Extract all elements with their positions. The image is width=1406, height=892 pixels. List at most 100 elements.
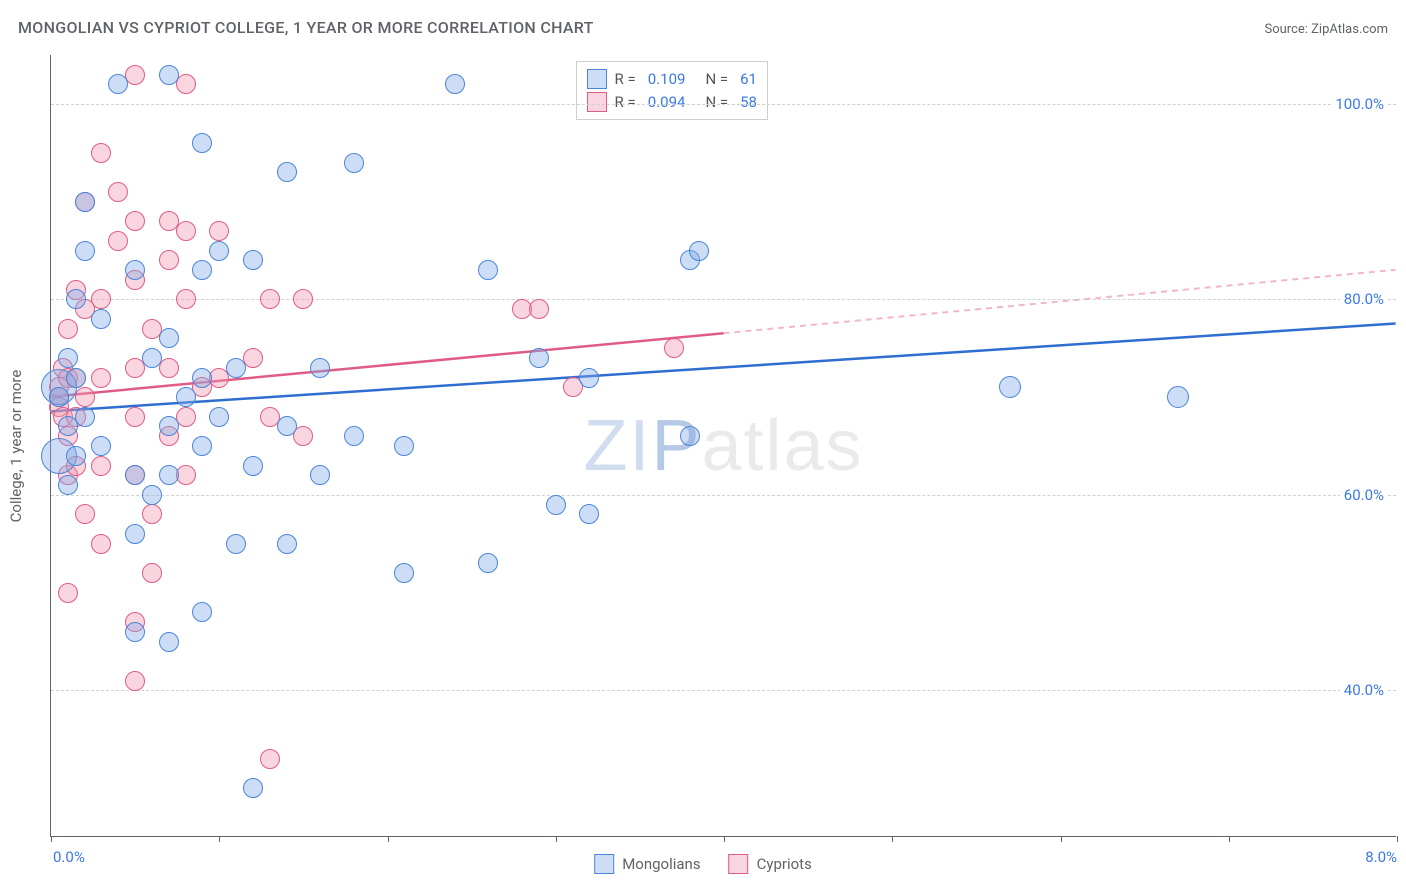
scatter-point [58, 319, 78, 339]
scatter-point [142, 504, 162, 524]
gridline [51, 690, 1396, 691]
scatter-point [226, 534, 246, 554]
y-tick-label: 80.0% [1340, 290, 1388, 308]
scatter-point [260, 749, 280, 769]
scatter-point [66, 368, 86, 388]
scatter-point [192, 436, 212, 456]
x-tick [388, 836, 389, 842]
legend-label: Mongolians [622, 855, 700, 873]
scatter-point [176, 289, 196, 309]
legend-label: Cypriots [757, 855, 812, 873]
scatter-point [310, 358, 330, 378]
scatter-point [142, 485, 162, 505]
scatter-point [125, 465, 145, 485]
scatter-point [243, 778, 263, 798]
scatter-point [394, 563, 414, 583]
scatter-point [1167, 386, 1189, 408]
scatter-point [58, 475, 78, 495]
scatter-point [478, 260, 498, 280]
stat-r-value: 0.094 [648, 91, 686, 114]
scatter-point [546, 495, 566, 515]
scatter-point [445, 74, 465, 94]
x-tick [556, 836, 557, 842]
scatter-point [260, 289, 280, 309]
scatter-point [91, 289, 111, 309]
scatter-point [293, 289, 313, 309]
stat-legend: R =0.109N =61R =0.094N =58 [576, 61, 768, 120]
scatter-point [66, 446, 86, 466]
scatter-point [277, 162, 297, 182]
scatter-point [999, 376, 1021, 398]
scatter-point [176, 387, 196, 407]
scatter-point [91, 456, 111, 476]
scatter-point [142, 563, 162, 583]
stat-legend-row: R = 0.094 N = 58 [587, 91, 757, 114]
scatter-point [75, 387, 95, 407]
legend-item: Mongolians [594, 854, 700, 874]
stat-n-label: N = [705, 68, 728, 91]
scatter-point [108, 231, 128, 251]
x-tick [892, 836, 893, 842]
x-tick-label: 0.0% [53, 848, 85, 866]
scatter-point [243, 456, 263, 476]
y-axis-label: College, 1 year or more [7, 370, 25, 523]
scatter-point [209, 241, 229, 261]
legend-swatch [594, 854, 614, 874]
legend-item: Cypriots [729, 854, 812, 874]
scatter-point [49, 387, 69, 407]
x-tick [1229, 836, 1230, 842]
scatter-point [529, 348, 549, 368]
scatter-point [344, 153, 364, 173]
scatter-point [176, 74, 196, 94]
scatter-point [192, 260, 212, 280]
y-tick-label: 40.0% [1340, 681, 1388, 699]
scatter-point [125, 211, 145, 231]
scatter-point [159, 358, 179, 378]
stat-legend-row: R =0.109N =61 [587, 68, 757, 91]
scatter-point [125, 260, 145, 280]
scatter-point [91, 436, 111, 456]
scatter-point [125, 622, 145, 642]
scatter-point [159, 416, 179, 436]
y-tick-label: 60.0% [1340, 486, 1388, 504]
chart-source: Source: ZipAtlas.com [1264, 22, 1388, 37]
scatter-point [91, 368, 111, 388]
x-tick [51, 836, 52, 842]
scatter-point [159, 65, 179, 85]
scatter-point [91, 534, 111, 554]
scatter-point [664, 338, 684, 358]
x-tick [1061, 836, 1062, 842]
gridline [51, 104, 1396, 105]
scatter-point [159, 328, 179, 348]
scatter-point [680, 426, 700, 446]
x-tick [1397, 836, 1398, 842]
scatter-point [689, 241, 709, 261]
watermark: ZIPatlas [583, 405, 863, 487]
scatter-point [176, 221, 196, 241]
scatter-point [58, 583, 78, 603]
legend-swatch [587, 69, 607, 89]
scatter-point [243, 250, 263, 270]
stat-n-value: 58 [740, 91, 757, 114]
x-tick [724, 836, 725, 842]
chart-plot-area: ZIPatlas R =0.109N =61R =0.094N =58 40.0… [50, 55, 1396, 837]
stat-n-label: N = [705, 91, 728, 114]
scatter-point [277, 534, 297, 554]
gridline [51, 495, 1396, 496]
trend-lines-layer [51, 55, 1396, 836]
scatter-point [159, 465, 179, 485]
stat-n-value: 61 [740, 68, 757, 91]
scatter-point [91, 143, 111, 163]
scatter-point [75, 241, 95, 261]
scatter-point [394, 436, 414, 456]
bottom-legend: Mongolians Cypriots [594, 854, 812, 874]
x-tick-label: 8.0% [1365, 848, 1397, 866]
scatter-point [209, 407, 229, 427]
scatter-point [125, 407, 145, 427]
stat-r-label: R = [615, 91, 636, 114]
scatter-point [478, 553, 498, 573]
scatter-point [125, 671, 145, 691]
scatter-point [226, 358, 246, 378]
scatter-point [579, 504, 599, 524]
scatter-point [529, 299, 549, 319]
